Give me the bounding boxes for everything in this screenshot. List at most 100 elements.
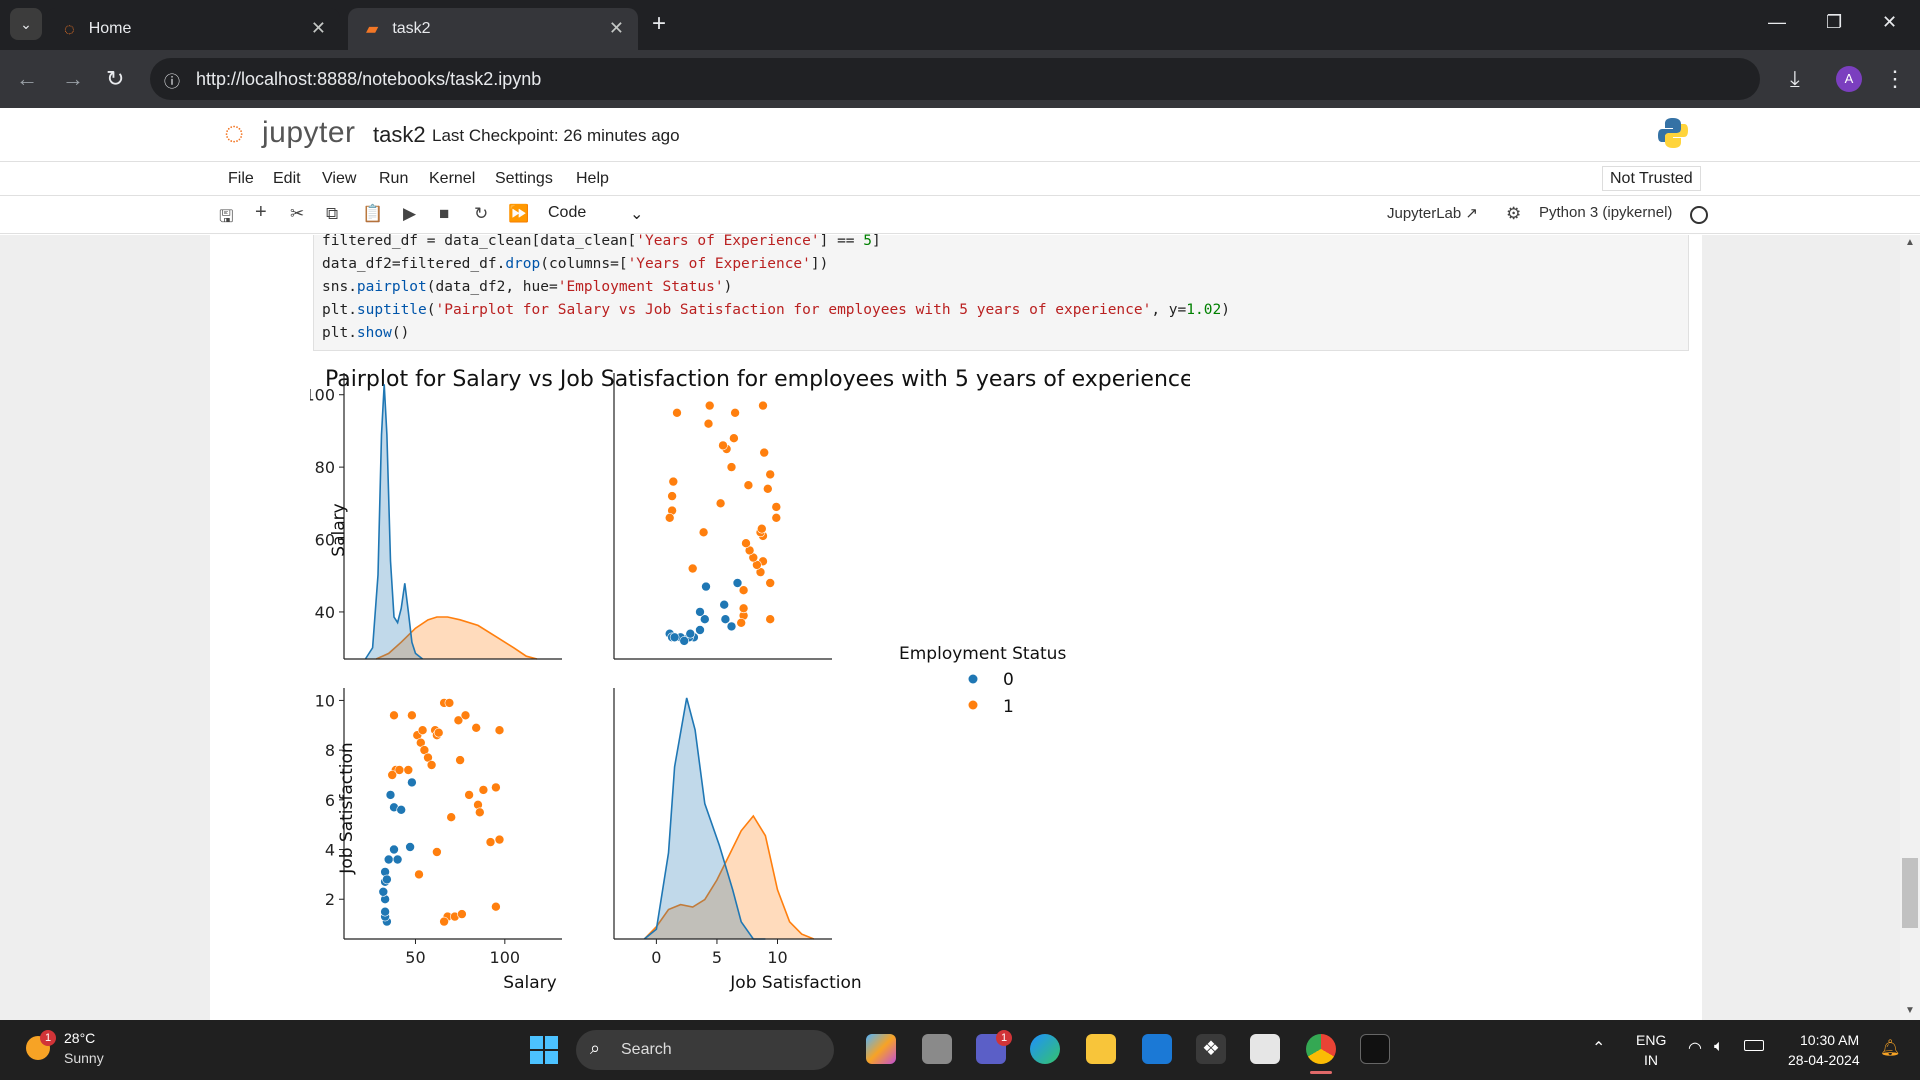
close-window-icon[interactable]: ✕ bbox=[1882, 12, 1898, 32]
battery-icon[interactable] bbox=[1744, 1040, 1764, 1051]
fast-forward-icon[interactable]: ⏩ bbox=[508, 204, 530, 223]
dropbox-icon[interactable]: ❖ bbox=[1196, 1034, 1226, 1064]
clock-date: 28-04-2024 bbox=[1788, 1052, 1860, 1068]
scatter-point-series-1 bbox=[455, 755, 465, 765]
browser-menu-icon[interactable]: ⋮ bbox=[1884, 66, 1906, 91]
scroll-down-icon[interactable]: ▼ bbox=[1905, 1005, 1915, 1016]
scrollbar-thumb[interactable] bbox=[1902, 858, 1918, 928]
insert-cell-icon[interactable]: + bbox=[255, 201, 267, 223]
vertical-scrollbar[interactable]: ▲ ▼ bbox=[1900, 235, 1920, 1020]
code-line: data_df2=filtered_df.drop(columns=['Year… bbox=[322, 256, 829, 272]
volume-icon[interactable]: 🔈︎ bbox=[1714, 1038, 1724, 1055]
active-app-indicator bbox=[1310, 1071, 1332, 1074]
scatter-point-series-0 bbox=[383, 854, 394, 865]
cut-icon[interactable]: ✂ bbox=[290, 204, 305, 223]
scatter-point-series-1 bbox=[433, 727, 444, 738]
scatter-point-series-0 bbox=[679, 636, 690, 646]
start-button[interactable] bbox=[530, 1036, 558, 1064]
reload-icon[interactable]: ↻ bbox=[106, 66, 125, 91]
terminal-icon[interactable] bbox=[1360, 1034, 1390, 1064]
scatter-point-series-1 bbox=[741, 538, 751, 548]
stop-icon[interactable]: ■ bbox=[439, 204, 450, 223]
scatter-point-series-1 bbox=[765, 614, 776, 625]
tab-search-button[interactable]: ⌄ bbox=[10, 8, 42, 40]
jupyterlab-link[interactable]: JupyterLab ↗ bbox=[1387, 204, 1478, 222]
download-icon[interactable]: ⤓ bbox=[1790, 66, 1800, 91]
cell-type-select[interactable]: Code ⌄ bbox=[548, 204, 648, 223]
minimize-icon[interactable]: — bbox=[1768, 12, 1786, 32]
wifi-icon[interactable]: ◠ bbox=[1688, 1040, 1702, 1057]
menu-help[interactable]: Help bbox=[576, 170, 609, 187]
store-icon[interactable] bbox=[1250, 1034, 1280, 1064]
weather-widget[interactable]: 1 28°C Sunny bbox=[20, 1028, 130, 1072]
scatter-point-series-0 bbox=[701, 581, 711, 592]
code-cell[interactable]: filtered_df = data_clean[data_clean['Yea… bbox=[313, 233, 1689, 351]
notification-bell-icon[interactable]: 🔔︎ bbox=[1880, 1040, 1901, 1057]
show-hidden-icons[interactable]: ⌃ bbox=[1592, 1040, 1606, 1057]
tab-home[interactable]: ◌ Home ✕ bbox=[46, 8, 340, 50]
code-line: sns.pairplot(data_df2, hue='Employment S… bbox=[322, 279, 733, 295]
edge-icon[interactable] bbox=[1030, 1034, 1060, 1064]
windows-logo-icon bbox=[530, 1036, 558, 1064]
scatter-point-series-1 bbox=[389, 710, 399, 721]
menu-run[interactable]: Run bbox=[379, 170, 409, 187]
menu-settings[interactable]: Settings bbox=[495, 170, 553, 187]
run-icon[interactable]: ▶ bbox=[403, 204, 417, 223]
back-icon[interactable]: ← bbox=[16, 66, 38, 91]
kde-job-0-line bbox=[643, 697, 766, 940]
x-tick-label: 100 bbox=[490, 948, 521, 967]
file-explorer-icon[interactable] bbox=[1086, 1034, 1116, 1064]
trust-status-button[interactable]: Not Trusted bbox=[1602, 166, 1701, 191]
notebook-name[interactable]: task2 bbox=[373, 122, 426, 147]
restart-icon[interactable]: ↻ bbox=[474, 204, 489, 223]
restore-icon[interactable]: ❐ bbox=[1826, 12, 1843, 32]
menu-file[interactable]: File bbox=[228, 170, 254, 187]
tab-task2[interactable]: ▰ task2 ✕ bbox=[348, 8, 638, 50]
scatter-point-series-1 bbox=[464, 790, 474, 800]
jupyter-logo-icon[interactable]: ◌ bbox=[224, 114, 245, 152]
scatter-point-series-1 bbox=[756, 523, 767, 534]
scatter-point-series-0 bbox=[396, 804, 406, 815]
scatter-point-series-1 bbox=[758, 400, 768, 411]
jupyterlab-link-label: JupyterLab bbox=[1387, 205, 1462, 222]
url-text: http://localhost:8888/notebooks/task2.ip… bbox=[196, 69, 542, 89]
menu-kernel[interactable]: Kernel bbox=[429, 170, 476, 187]
scatter-point-series-1 bbox=[771, 513, 782, 523]
menu-view[interactable]: View bbox=[322, 170, 357, 187]
debugger-icon[interactable]: ⚙ bbox=[1506, 204, 1522, 223]
paste-icon[interactable]: 📋 bbox=[362, 204, 384, 223]
close-tab-icon[interactable]: ✕ bbox=[608, 18, 624, 38]
forward-icon[interactable]: → bbox=[62, 66, 84, 91]
tab-title: task2 bbox=[392, 20, 431, 37]
pairplot-chart: Pairplot for Salary vs Job Satisfaction … bbox=[310, 367, 1190, 993]
y-tick-label: 8 bbox=[325, 741, 335, 760]
kernel-name[interactable]: Python 3 (ipykernel) bbox=[1539, 204, 1673, 221]
scatter-point-series-1 bbox=[672, 407, 682, 418]
chrome-icon[interactable] bbox=[1306, 1034, 1336, 1064]
save-icon[interactable]: 🖫 bbox=[219, 207, 234, 226]
weather-desc: Sunny bbox=[64, 1050, 104, 1066]
scroll-up-icon[interactable]: ▲ bbox=[1905, 237, 1915, 248]
language-indicator[interactable]: ENG bbox=[1636, 1032, 1667, 1048]
site-info-icon[interactable]: ⓘ bbox=[164, 74, 181, 91]
scatter-point-series-0 bbox=[669, 632, 680, 643]
scatter-point-series-0 bbox=[378, 886, 389, 897]
new-tab-button[interactable]: + bbox=[652, 10, 667, 37]
taskbar-search[interactable]: ⌕ Search bbox=[576, 1030, 834, 1070]
close-tab-icon[interactable]: ✕ bbox=[310, 18, 326, 38]
scatter-point-series-0 bbox=[392, 854, 403, 865]
scatter-point-series-1 bbox=[414, 869, 424, 880]
y-axis-label-salary: Salary bbox=[329, 503, 349, 556]
mail-icon[interactable] bbox=[1142, 1034, 1172, 1064]
scatter-point-series-1 bbox=[759, 447, 770, 458]
copy-icon[interactable]: ⧉ bbox=[326, 204, 339, 223]
scatter-point-series-1 bbox=[417, 725, 428, 736]
profile-avatar[interactable]: A bbox=[1836, 66, 1862, 92]
menu-edit[interactable]: Edit bbox=[273, 170, 301, 187]
address-bar[interactable]: ⓘ http://localhost:8888/notebooks/task2.… bbox=[150, 58, 1760, 100]
copilot-icon[interactable] bbox=[866, 1034, 896, 1064]
scatter-point-series-1 bbox=[704, 400, 715, 411]
search-icon: ⌕ bbox=[590, 1038, 601, 1058]
task-view-icon[interactable] bbox=[922, 1034, 952, 1064]
clock-time[interactable]: 10:30 AM bbox=[1800, 1032, 1860, 1048]
